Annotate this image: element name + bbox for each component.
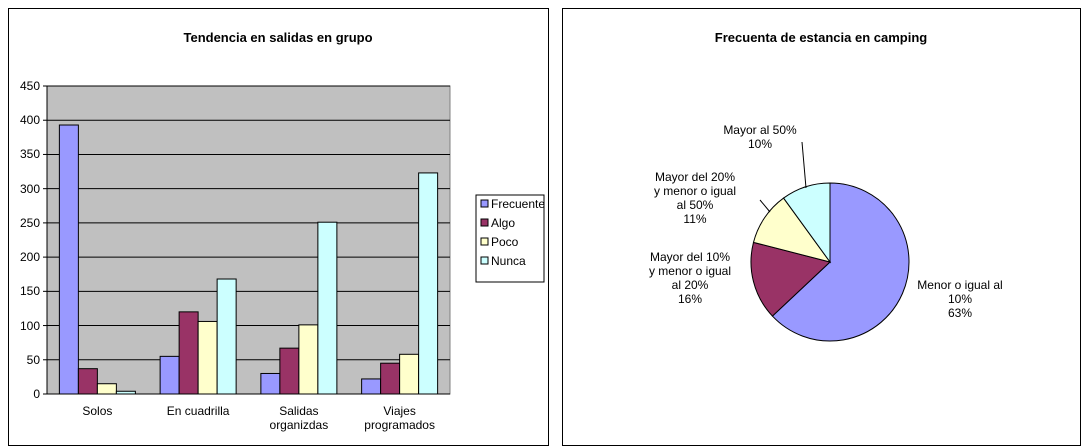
y-tick-label: 50 (26, 352, 40, 367)
pie-value-label: 63% (947, 306, 973, 320)
legend-label: Nunca (491, 254, 526, 268)
y-tick-label: 150 (19, 284, 40, 299)
x-tick-label: En cuadrilla (166, 404, 230, 418)
bar (96, 383, 117, 395)
y-tick-label: 250 (19, 215, 40, 230)
bar (279, 347, 300, 395)
pie-label: Mayor al 50% (723, 123, 797, 137)
chart-title: Tendencia en salidas en grupo (183, 30, 373, 45)
bar (58, 124, 79, 395)
x-tick-label: Viajes programados (364, 404, 435, 432)
pie-slice (771, 182, 910, 342)
y-tick-label: 200 (19, 250, 40, 265)
y-tick-label: 300 (19, 181, 40, 196)
legend-swatch (480, 199, 489, 208)
bar (317, 221, 338, 395)
x-tick-label: Solos (82, 404, 113, 418)
bar (298, 324, 319, 395)
pie-label: Mayor del 10% y menor o igual al 20% (648, 250, 732, 292)
y-tick-label: 100 (19, 318, 40, 333)
y-tick-label: 0 (33, 387, 40, 401)
leader-line (759, 199, 771, 213)
plot-area (46, 85, 451, 395)
bar (361, 378, 382, 395)
y-tick-label: 400 (19, 113, 40, 128)
bar (216, 278, 237, 395)
bar (178, 311, 199, 395)
bar (159, 355, 180, 395)
bar (260, 372, 281, 395)
pie-label: Mayor del 20% y menor o igual al 50% (653, 170, 737, 212)
bar (380, 362, 401, 395)
legend-label: Poco (491, 235, 519, 249)
legend-swatch (480, 237, 489, 246)
legend-label: Algo (491, 216, 516, 230)
legend-swatch (480, 218, 489, 227)
pie-value-label: 11% (683, 212, 707, 226)
bar (418, 172, 439, 395)
legend-label: Frecuente (491, 197, 546, 211)
x-tick-label: Salidas organizdas (269, 404, 329, 432)
pie-slice (750, 241, 832, 317)
legend-swatch (480, 256, 489, 265)
y-tick-label: 350 (19, 147, 40, 162)
bar (77, 368, 98, 395)
bar (197, 320, 218, 395)
pie-label: Menor o igual al 10% (917, 278, 1003, 306)
pie-value-label: 16% (677, 292, 703, 306)
leader-line (801, 141, 807, 189)
pie-value-label: 10% (747, 137, 773, 151)
bar (399, 353, 420, 395)
chart-title: Frecuenta de estancia en camping (714, 30, 928, 45)
y-tick-label: 450 (19, 79, 40, 93)
